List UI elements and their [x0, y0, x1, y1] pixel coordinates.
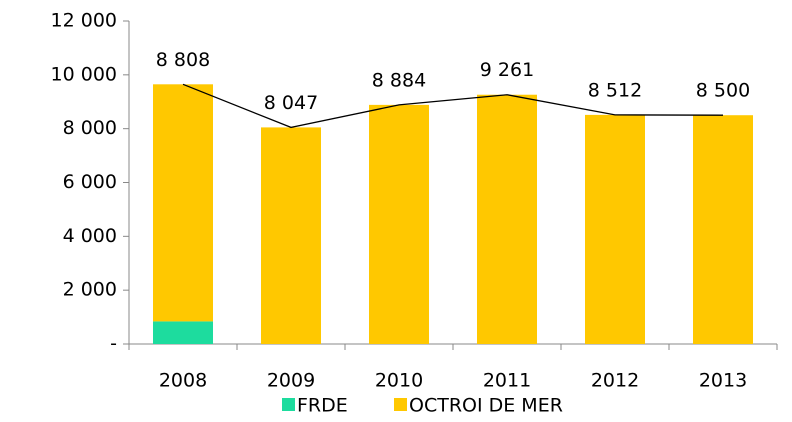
- y-tick-label: -: [110, 333, 117, 355]
- legend-label: OCTROI DE MER: [409, 395, 563, 417]
- legend-label: FRDE: [297, 395, 348, 417]
- data-label: 8 047: [264, 92, 318, 114]
- y-tick-label: 6 000: [63, 171, 117, 193]
- data-label: 8 884: [372, 69, 426, 91]
- bar: [477, 94, 537, 344]
- y-tick-label: 12 000: [51, 10, 117, 32]
- x-tick-label: 2010: [375, 370, 423, 392]
- bar: [585, 114, 645, 344]
- x-tick-label: 2012: [591, 370, 639, 392]
- x-tick-label: 2008: [159, 370, 207, 392]
- y-tick-label: 2 000: [63, 279, 117, 301]
- data-label: 8 512: [588, 79, 642, 101]
- bar: [369, 104, 429, 344]
- bar: [153, 84, 213, 322]
- legend-swatch: [394, 398, 407, 411]
- legend-swatch: [282, 398, 295, 411]
- data-label: 8 500: [696, 80, 750, 102]
- y-tick-label: 8 000: [63, 117, 117, 139]
- y-tick-label: 10 000: [51, 63, 117, 85]
- x-tick-label: 2013: [699, 370, 747, 392]
- bar: [153, 321, 213, 344]
- x-tick-label: 2009: [267, 370, 315, 392]
- data-label: 8 808: [156, 49, 210, 71]
- x-tick-label: 2011: [483, 370, 531, 392]
- bar: [261, 127, 321, 344]
- bar: [693, 115, 753, 344]
- total-line: [182, 83, 724, 129]
- data-label: 9 261: [480, 59, 534, 81]
- y-tick-label: 4 000: [63, 225, 117, 247]
